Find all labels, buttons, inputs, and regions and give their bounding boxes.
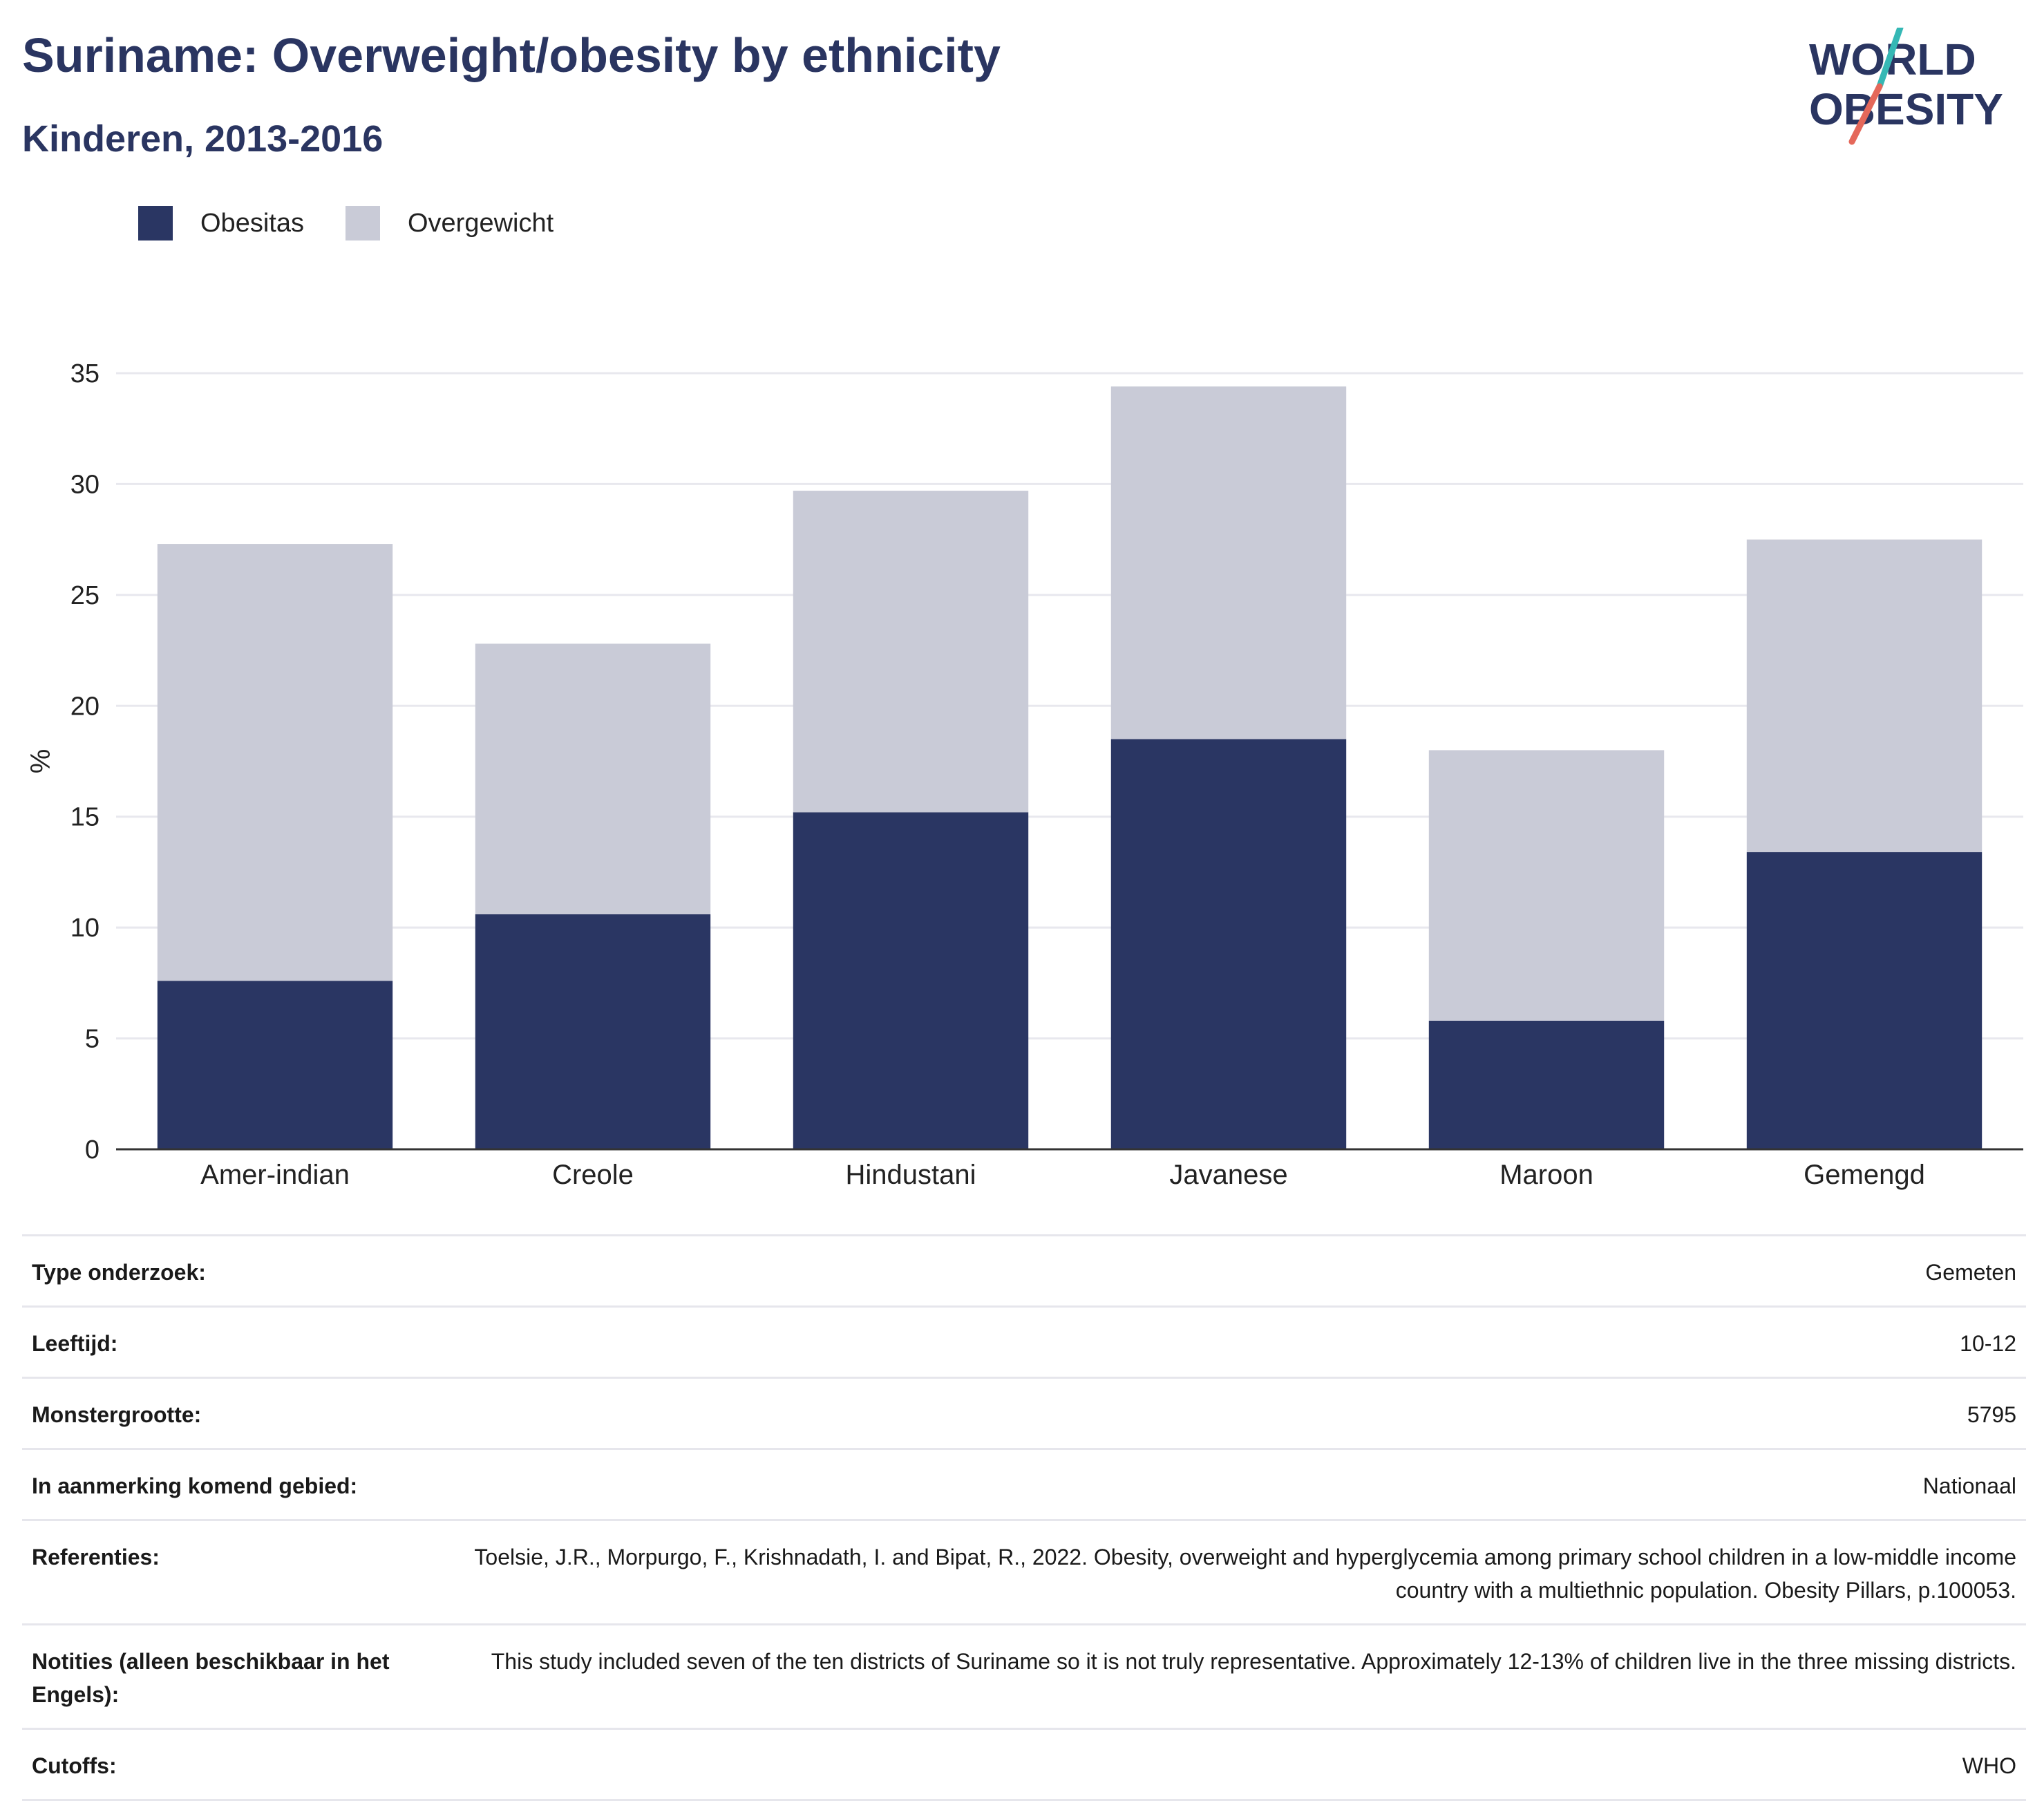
info-row-value: 5795 (1967, 1402, 2016, 1427)
info-row: Notities (alleen beschikbaar in het Enge… (22, 1623, 2026, 1728)
info-row-label: Cutoffs: (32, 1753, 117, 1778)
info-row-label: Notities (alleen beschikbaar in het Enge… (32, 1649, 390, 1707)
bar-overgewicht-hindustani (793, 491, 1029, 813)
y-tick-label-35: 35 (70, 359, 100, 388)
x-tick-label-creole: Creole (552, 1160, 634, 1190)
logo-word-obesity: OBESITY (1809, 84, 2003, 134)
info-row: Leeftijd: 10-12 (22, 1305, 2026, 1377)
chart-title: Suriname: Overweight/obesity by ethnicit… (22, 28, 1001, 82)
info-row-label: Monstergrootte: (32, 1402, 202, 1427)
info-row: Monstergrootte: 5795 (22, 1377, 2026, 1448)
bar-obesitas-amer-indian (157, 981, 393, 1149)
bar-overgewicht-amer-indian (157, 544, 393, 981)
legend-item-obesitas[interactable]: Obesitas (138, 206, 304, 241)
study-info-table: Type onderzoek: Gemeten Leeftijd: 10-12 Mons… (22, 1234, 2026, 1801)
info-row-value: This study included seven of the ten dis… (491, 1649, 2016, 1674)
bar-obesitas-gemengd (1746, 852, 1983, 1149)
legend-label-obesitas: Obesitas (200, 208, 304, 238)
info-row-label: In aanmerking komend gebied: (32, 1473, 358, 1498)
legend-label-overgewicht: Overgewicht (407, 208, 554, 238)
info-row: In aanmerking komend gebied: Nationaal (22, 1448, 2026, 1519)
info-row-value: WHO (1962, 1753, 2016, 1778)
y-tick-label-5: 5 (85, 1025, 100, 1054)
info-row: Cutoffs: WHO (22, 1728, 2026, 1801)
world-obesity-logo: WORLD OBESITY (1809, 28, 2003, 145)
y-axis-label: % (26, 749, 56, 774)
legend-swatch-overgewicht (345, 206, 380, 241)
info-row: Referenties: Toelsie, J.R., Morpurgo, F.,… (22, 1519, 2026, 1623)
info-row-value: Toelsie, J.R., Morpurgo, F., Krishnadath… (474, 1545, 2016, 1603)
info-row: Type onderzoek: Gemeten (22, 1234, 2026, 1305)
info-row-label: Type onderzoek: (32, 1260, 206, 1285)
y-tick-label-20: 20 (70, 692, 100, 721)
info-row-value: 10-12 (1960, 1331, 2016, 1356)
bar-obesitas-maroon (1428, 1020, 1665, 1149)
chart-legend: Obesitas Overgewicht (138, 206, 595, 241)
stacked-bar-chart: 0 5 10 15 20 25 30 35% Amer-indian Creole Hindusta… (26, 359, 2023, 1190)
bar-obesitas-creole (475, 914, 711, 1149)
bar-overgewicht-javanese (1110, 386, 1347, 739)
x-tick-label-amer-indian: Amer-indian (200, 1160, 350, 1190)
x-tick-label-maroon: Maroon (1499, 1160, 1593, 1190)
y-tick-label-30: 30 (70, 470, 100, 499)
legend-swatch-obesitas (138, 206, 173, 241)
info-row-value: Gemeten (1925, 1260, 2016, 1285)
bar-overgewicht-creole (475, 643, 711, 914)
bar-overgewicht-maroon (1428, 750, 1665, 1021)
y-tick-label-15: 15 (70, 803, 100, 832)
bar-obesitas-javanese (1110, 739, 1347, 1149)
info-row-value: Nationaal (1922, 1473, 2016, 1498)
y-tick-label-10: 10 (70, 914, 100, 943)
x-tick-label-javanese: Javanese (1169, 1160, 1287, 1190)
x-tick-label-gemengd: Gemengd (1804, 1160, 1925, 1190)
info-row-label: Referenties: (32, 1545, 160, 1569)
legend-item-overgewicht[interactable]: Overgewicht (345, 206, 554, 241)
bar-obesitas-hindustani (793, 812, 1029, 1149)
chart-subtitle: Kinderen, 2013-2016 (22, 118, 384, 160)
y-tick-label-25: 25 (70, 581, 100, 610)
logo-slash-red (1848, 83, 1883, 145)
x-tick-label-hindustani: Hindustani (845, 1160, 976, 1190)
bar-overgewicht-gemengd (1746, 539, 1983, 853)
y-tick-label-0: 0 (85, 1135, 100, 1164)
info-row-label: Leeftijd: (32, 1331, 118, 1356)
logo-slash-teal (1876, 28, 1904, 90)
